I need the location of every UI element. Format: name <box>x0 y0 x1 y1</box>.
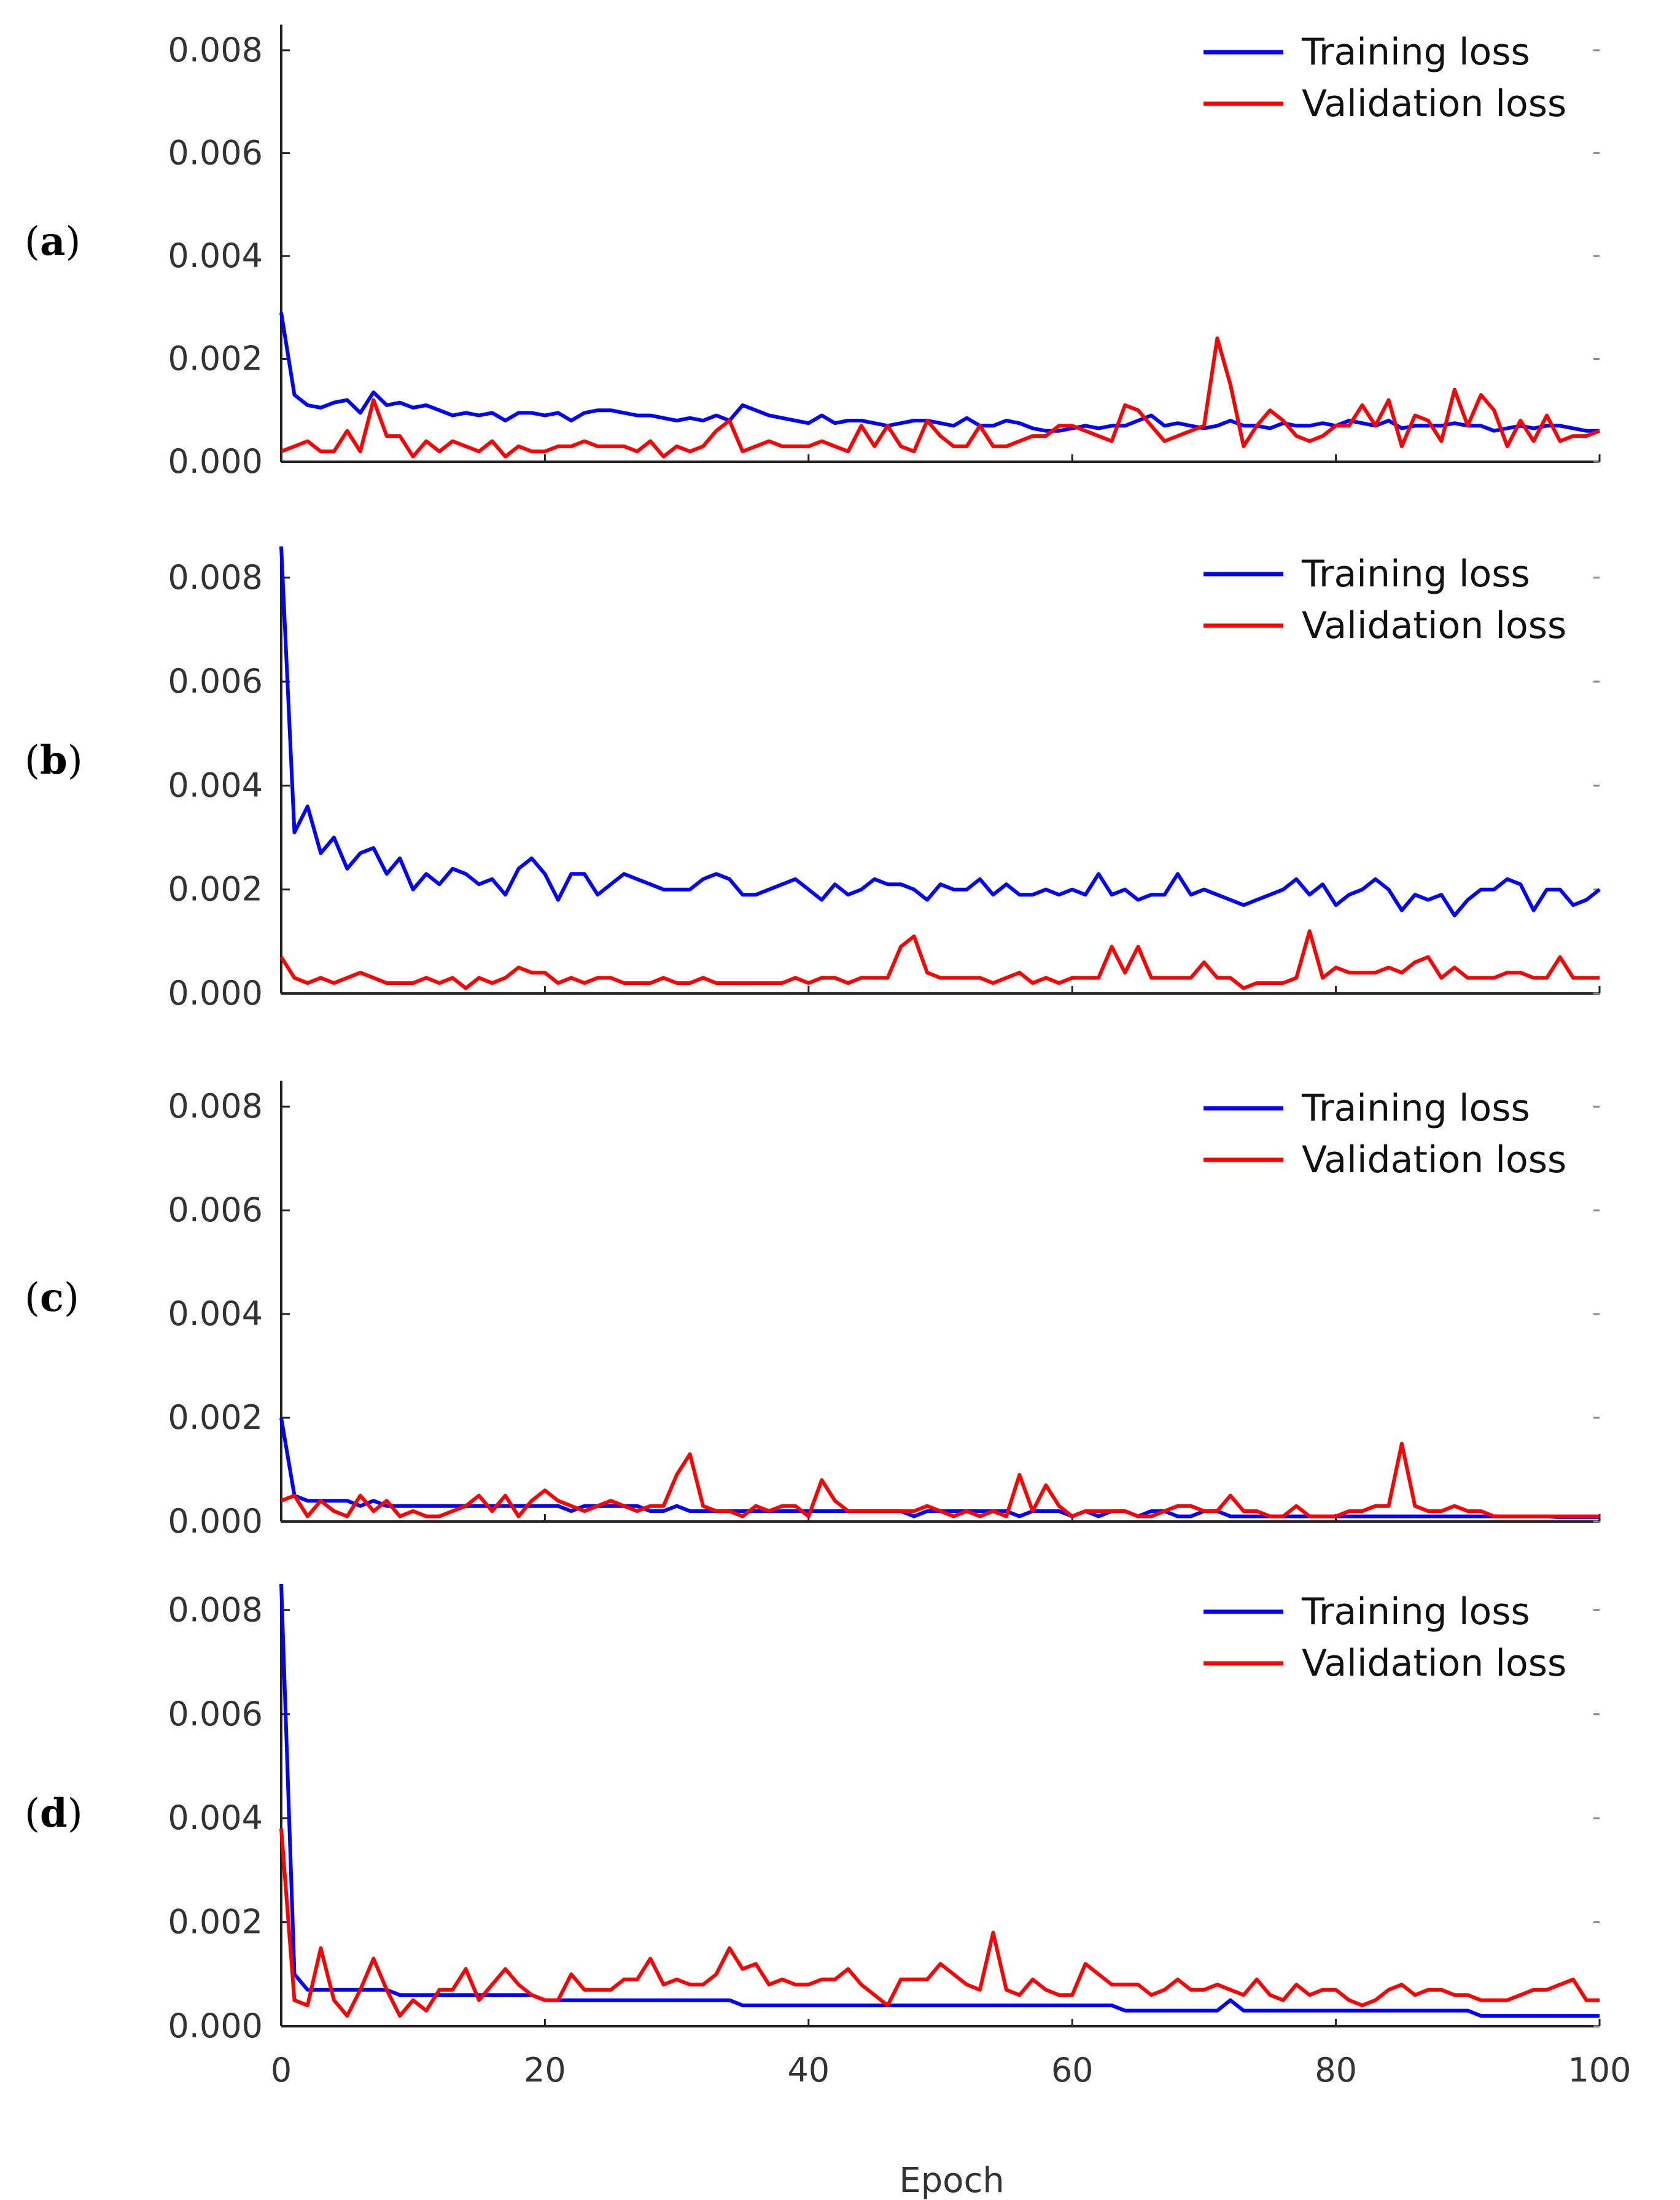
legend-label: Training loss <box>1301 1590 1530 1633</box>
x-tick-label: 100 <box>1568 2051 1631 2089</box>
series-line-validation-loss <box>279 929 1600 990</box>
y-tick-label: 0.006 <box>168 662 263 701</box>
x-tick-label: 20 <box>524 2051 566 2089</box>
y-tick-label: 0.002 <box>168 1903 263 1942</box>
x-axis-title: Epoch <box>899 2161 1004 2200</box>
legend-label: Validation loss <box>1302 82 1566 125</box>
y-tick-label: 0.000 <box>168 2007 263 2045</box>
x-tick-label: 80 <box>1315 2051 1357 2089</box>
y-tick-label: 0.000 <box>168 442 263 481</box>
y-tick-label: 0.000 <box>168 1502 263 1541</box>
y-tick-label: 0.002 <box>168 870 263 909</box>
series-line-training-loss <box>279 546 1601 917</box>
legend-label: Validation loss <box>1302 1138 1566 1181</box>
y-tick-label: 0.004 <box>168 766 263 804</box>
legend-label: Training loss <box>1301 1087 1530 1130</box>
panel-label: (c) <box>25 1275 79 1321</box>
x-tick-label: 60 <box>1051 2051 1094 2089</box>
x-tick-label: 0 <box>271 2051 292 2089</box>
series-line-training-loss <box>279 1417 1600 1520</box>
y-tick-label: 0.000 <box>168 974 263 1013</box>
panel-label: (b) <box>25 737 83 783</box>
y-tick-label: 0.004 <box>168 1798 263 1837</box>
legend-label: Training loss <box>1301 31 1530 74</box>
y-tick-label: 0.006 <box>168 1695 263 1733</box>
x-tick-label: 40 <box>787 2051 830 2089</box>
y-tick-label: 0.002 <box>168 1398 263 1437</box>
y-tick-label: 0.006 <box>168 1191 263 1229</box>
y-tick-label: 0.008 <box>168 558 263 597</box>
y-tick-label: 0.002 <box>168 339 263 378</box>
chart-panel-c: (c) 0.000 0.002 0.004 0.006 0.008 Training los… <box>25 1081 1601 1541</box>
y-tick-label: 0.008 <box>168 1590 263 1629</box>
panel-label: (d) <box>25 1790 83 1837</box>
series-line-training-loss <box>279 312 1600 433</box>
chart-panel-d: (d) 0.000 0.002 0.004 0.006 0.008 0 20 40 60 80 100… <box>25 1584 1631 2089</box>
series-line-validation-loss <box>280 336 1601 459</box>
y-tick-label: 0.006 <box>168 133 263 172</box>
legend-label: Training loss <box>1301 553 1530 596</box>
series-line-validation-loss <box>280 1442 1600 1518</box>
legend-label: Validation loss <box>1302 1642 1566 1685</box>
series-line-validation-loss <box>279 1828 1600 2018</box>
panel-label: (a) <box>25 219 80 265</box>
y-tick-label: 0.004 <box>168 236 263 275</box>
series-line-training-loss <box>279 1584 1600 2018</box>
legend-label: Validation loss <box>1302 604 1566 647</box>
y-tick-label: 0.004 <box>168 1294 263 1333</box>
chart-panel-b: (b) 0.000 0.002 0.004 0.006 0.008 Training los… <box>25 546 1601 1013</box>
chart-panel-a: (a) 0.000 0.002 0.004 0.006 0.008 Training los… <box>25 25 1601 481</box>
y-tick-label: 0.008 <box>168 1087 263 1125</box>
panels: (a) 0.000 0.002 0.004 0.006 0.008 Training los… <box>25 25 1631 2089</box>
y-tick-label: 0.008 <box>168 31 263 69</box>
